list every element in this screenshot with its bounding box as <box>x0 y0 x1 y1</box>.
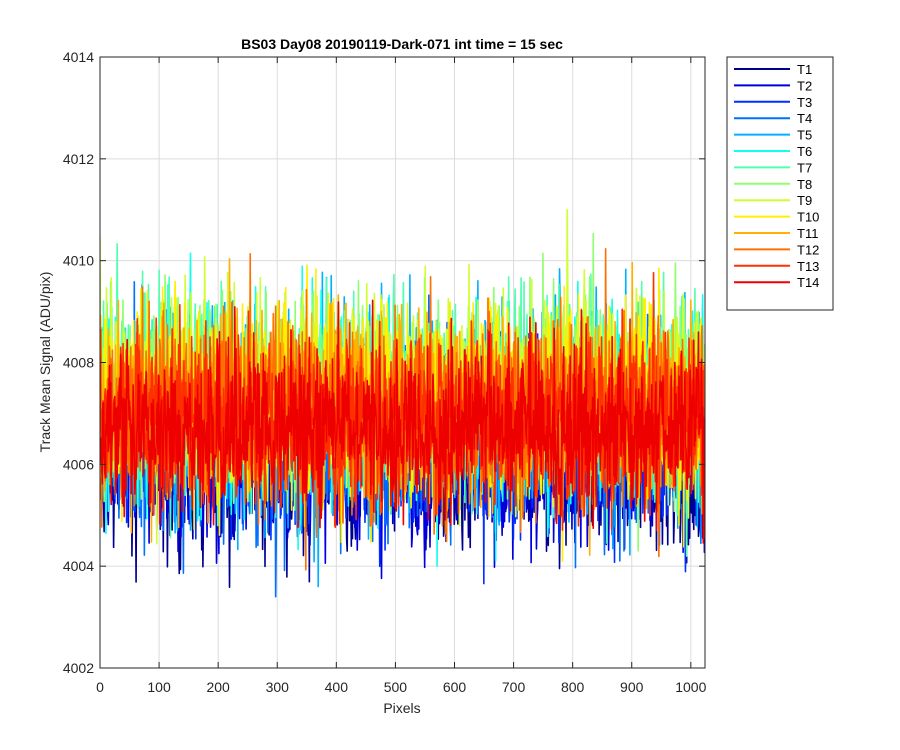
x-tick-label: 700 <box>502 679 526 695</box>
y-tick-label: 4010 <box>63 253 94 269</box>
legend-label-t13: T13 <box>797 259 819 274</box>
x-axis: 0 100 200 300 400 500 600 700 800 900 1000 <box>96 57 707 695</box>
y-tick-label: 4008 <box>63 355 94 371</box>
x-tick-label: 1000 <box>675 679 706 695</box>
x-tick-label: 800 <box>561 679 585 695</box>
y-tick-label: 4014 <box>63 49 94 65</box>
legend-label-t7: T7 <box>797 160 812 175</box>
y-tick-label: 4012 <box>63 151 94 167</box>
x-tick-label: 500 <box>384 679 408 695</box>
x-tick-label: 900 <box>620 679 644 695</box>
legend-label-t14: T14 <box>797 275 819 290</box>
legend-label-t11: T11 <box>797 226 818 241</box>
x-tick-label: 200 <box>206 679 230 695</box>
y-tick-label: 4002 <box>63 660 94 676</box>
chart-title: BS03 Day08 20190119-Dark-071 int time = … <box>241 36 563 52</box>
y-tick-label: 4006 <box>63 456 94 472</box>
x-axis-label: Pixels <box>383 700 420 716</box>
legend-label-t3: T3 <box>797 95 812 110</box>
legend-label-t12: T12 <box>797 242 819 257</box>
legend-label-t4: T4 <box>797 111 812 126</box>
legend-label-t2: T2 <box>797 78 812 93</box>
x-tick-label: 100 <box>147 679 171 695</box>
legend-label-t8: T8 <box>797 177 812 192</box>
y-tick-label: 4004 <box>63 558 94 574</box>
legend-label-t9: T9 <box>797 193 812 208</box>
series-line-t14 <box>100 299 705 544</box>
y-axis-label: Track Mean Signal (ADU/pix) <box>37 272 53 453</box>
x-tick-label: 300 <box>266 679 290 695</box>
legend-label-t5: T5 <box>797 128 812 143</box>
x-tick-label: 0 <box>96 679 104 695</box>
legend-label-t10: T10 <box>797 210 819 225</box>
x-tick-label: 400 <box>325 679 349 695</box>
legend-label-t1: T1 <box>797 62 812 77</box>
series-layer <box>100 208 705 598</box>
legend-label-t6: T6 <box>797 144 812 159</box>
y-axis: 4002 4004 4006 4008 4010 4012 4014 <box>63 49 705 676</box>
x-tick-label: 600 <box>443 679 467 695</box>
